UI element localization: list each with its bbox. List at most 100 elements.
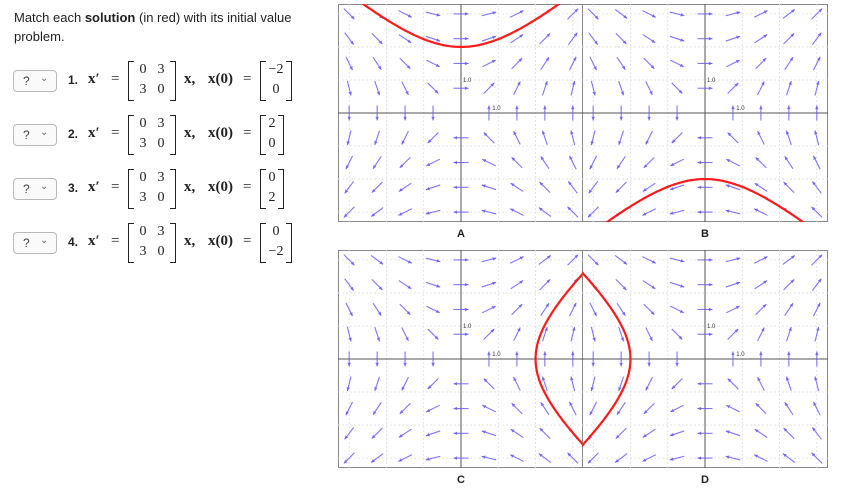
vector-arrowhead — [545, 303, 550, 308]
problem-equation: x′ = 0 3 3 0 x, x(0) = 2 0 — [88, 113, 348, 157]
answer-select-2[interactable]: ? ⌄ — [13, 124, 57, 146]
vector-arrowhead — [453, 382, 458, 386]
vector-arrowhead — [510, 454, 515, 458]
vector-arrowhead — [708, 61, 713, 66]
vector-arrowhead — [350, 15, 355, 20]
vector-arrowhead — [616, 164, 621, 169]
vector-arrowhead — [398, 188, 403, 192]
problem-row-1: ? ⌄ 1. x′ = 0 3 3 0 x, x(0) = −2 0 — [13, 59, 343, 103]
vector-arrowhead — [515, 105, 519, 110]
tick-label-x: 1.0 — [492, 106, 501, 112]
vector-arrowhead — [650, 64, 655, 69]
problem-number: 1. — [68, 73, 79, 87]
vector-arrowhead — [623, 260, 628, 265]
vector-arrowhead — [464, 282, 469, 287]
vector-arrowhead — [755, 403, 760, 408]
vector-arrowhead — [436, 259, 441, 263]
equals: = — [111, 179, 120, 195]
problem-row-2: ? ⌄ 2. x′ = 0 3 3 0 x, x(0) = 2 0 — [13, 113, 343, 157]
vector-arrowhead — [345, 411, 349, 416]
answer-select-3[interactable]: ? ⌄ — [13, 178, 57, 200]
vector-arrowhead — [651, 260, 656, 264]
vector-arrowhead — [464, 332, 469, 336]
graph-label-b: B — [701, 228, 709, 240]
tick-label-y: 1.0 — [463, 78, 472, 84]
problem-equation: x′ = 0 3 3 0 x, x(0) = 0 −2 — [88, 221, 348, 265]
select-value: ? — [23, 74, 30, 88]
vector-arrowhead — [436, 13, 441, 17]
vector-arrowhead — [344, 189, 349, 194]
vector-arrowhead — [490, 82, 495, 87]
tick-label-x: 1.0 — [736, 352, 745, 358]
vector-arrowhead — [348, 337, 352, 342]
phase-plot: 1.0 1.0 — [338, 250, 584, 468]
graph-panel-a: 1.0 1.0 — [338, 4, 584, 222]
vector-arrowhead — [513, 377, 517, 382]
chevron-down-icon: ⌄ — [40, 127, 49, 138]
vector-arrowhead — [812, 181, 816, 186]
vector-arrowhead — [540, 402, 545, 407]
solution-curve — [582, 270, 632, 448]
vector-arrowhead — [736, 35, 741, 40]
vector-arrowhead — [645, 386, 649, 391]
vector-arrowhead — [453, 185, 458, 190]
vector-arrowhead — [678, 335, 683, 340]
vector-arrowhead — [816, 326, 820, 331]
vector-arrowhead — [398, 458, 403, 462]
vector-arrowhead — [349, 66, 353, 71]
graph-panel-d: 1.0 1.0 — [582, 250, 828, 468]
vector-arrowhead — [615, 434, 620, 439]
vector-arrowhead — [789, 57, 794, 62]
answer-select-4[interactable]: ? ⌄ — [13, 232, 57, 254]
ic-x: −2 — [268, 62, 284, 77]
chevron-down-icon: ⌄ — [40, 235, 49, 246]
vector-arrowhead — [593, 66, 597, 71]
vector-arrowhead — [815, 105, 819, 110]
vector-arrowhead — [345, 165, 349, 170]
vector-arrowhead — [481, 209, 486, 213]
vector-arrowhead — [350, 40, 354, 45]
vector-arrowhead — [725, 184, 730, 188]
vector-arrowhead — [645, 140, 649, 145]
vector-arrowhead — [546, 279, 551, 284]
vector-arrowhead — [435, 63, 440, 67]
vector-arrowhead — [734, 82, 739, 87]
vector-arrowhead — [491, 60, 496, 64]
vector-arrowhead — [376, 91, 381, 96]
vector-arrowhead — [811, 452, 816, 457]
vector-arrowhead — [697, 431, 702, 436]
vector-arrowhead — [348, 91, 352, 96]
vector-arrowhead — [615, 459, 620, 463]
vector-arrowhead — [407, 260, 412, 264]
vector-arrowhead — [431, 362, 435, 367]
vector-arrowhead — [518, 304, 523, 308]
instructions-bold: solution — [84, 10, 136, 25]
matrix-a21: 3 — [139, 82, 147, 97]
vector-arrowhead — [406, 310, 411, 315]
vector-arrowhead — [679, 63, 684, 67]
vector-arrowhead — [591, 362, 595, 367]
vector-arrowhead — [620, 91, 625, 96]
graph-label-a: A — [457, 228, 465, 240]
phase-plot: 1.0 1.0 — [582, 4, 828, 222]
vector-arrowhead — [680, 259, 685, 263]
vector-arrowhead — [680, 38, 685, 42]
vector-arrowhead — [398, 434, 403, 438]
lhs: x′ — [88, 71, 100, 87]
vector-arrowhead — [434, 89, 439, 94]
ic-x: 0 — [272, 224, 280, 239]
vector-arrowhead — [427, 139, 432, 144]
coefficient-matrix: 0 3 3 0 — [128, 115, 176, 155]
vector-arrowhead — [344, 435, 349, 440]
vector-arrowhead — [725, 430, 730, 434]
vector-arrowhead — [759, 105, 763, 110]
vector-arrowhead — [431, 116, 435, 121]
solution-curve — [361, 4, 561, 48]
answer-select-1[interactable]: ? ⌄ — [13, 70, 57, 92]
vector-arrowhead — [762, 58, 767, 62]
coefficient-matrix: 0 3 3 0 — [128, 223, 176, 263]
vector-arrowhead — [407, 285, 412, 289]
problem-row-4: ? ⌄ 4. x′ = 0 3 3 0 x, x(0) = 0 −2 — [13, 221, 343, 265]
vector-arrowhead — [621, 65, 626, 70]
vector-arrowhead — [490, 328, 495, 333]
